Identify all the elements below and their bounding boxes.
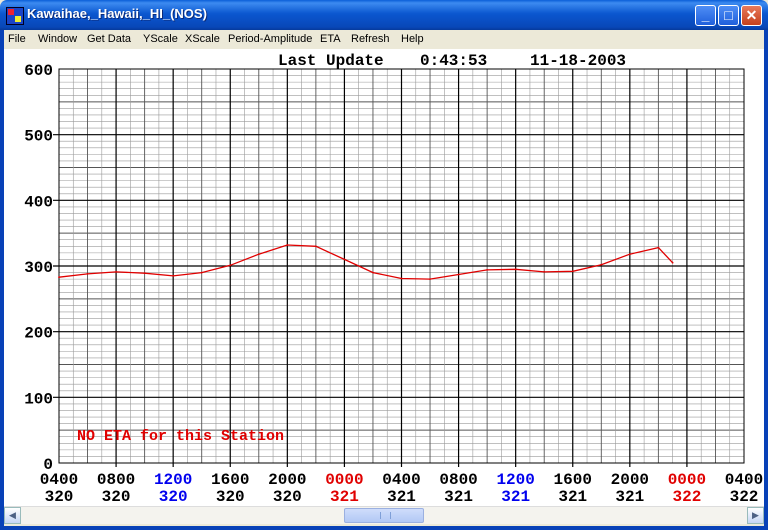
last-update-time: 0:43:53: [420, 52, 487, 70]
series-point: [315, 245, 317, 248]
series-point: [671, 261, 674, 264]
x-tick-time: 0800: [439, 471, 477, 489]
series-point: [172, 275, 175, 277]
x-tick-time: 2000: [268, 471, 306, 489]
x-tick-day: 320: [216, 488, 245, 506]
x-tick-time: 0400: [725, 471, 763, 489]
series-point: [514, 268, 517, 271]
series-point: [457, 273, 460, 276]
x-tick-day: 321: [501, 488, 530, 506]
series-point: [257, 253, 260, 256]
series-point: [286, 244, 289, 246]
series-point: [486, 269, 488, 271]
plot-border: [58, 68, 745, 464]
x-tick-time: 0000: [325, 471, 363, 489]
x-tick-time: 0800: [97, 471, 135, 489]
menu-file[interactable]: File: [8, 33, 26, 45]
x-tick-day: 321: [615, 488, 644, 506]
series-point: [372, 271, 374, 274]
menu-bar: File Window Get Data YScale XScale Perio…: [0, 30, 768, 49]
menu-refresh[interactable]: Refresh: [351, 33, 390, 45]
scroll-left-icon[interactable]: ◀: [4, 507, 21, 524]
series-point: [115, 271, 117, 273]
scroll-right-icon[interactable]: ▶: [747, 507, 764, 524]
x-tick-day: 320: [159, 488, 188, 506]
y-tick-label: 500: [24, 128, 53, 146]
menu-period-amplitude[interactable]: Period-Amplitude: [228, 33, 313, 45]
y-tick-label: 600: [24, 62, 53, 80]
app-icon: [6, 7, 24, 25]
menu-window[interactable]: Window: [38, 33, 78, 45]
menu-get-data[interactable]: Get Data: [87, 33, 132, 45]
series-point: [400, 277, 403, 280]
x-tick-day: 321: [387, 488, 416, 506]
series-point: [229, 264, 232, 267]
y-tick-label: 400: [24, 193, 53, 211]
menu-help[interactable]: Help: [401, 33, 424, 45]
x-tick-time: 0400: [382, 471, 420, 489]
x-tick-time: 2000: [611, 471, 649, 489]
y-tick-label: 0: [43, 456, 53, 474]
last-update-label: Last Update: [278, 52, 384, 70]
menu-eta[interactable]: ETA: [320, 33, 341, 45]
series-point: [600, 263, 603, 266]
maximize-button[interactable]: □: [718, 5, 739, 26]
y-tick-label: 100: [24, 390, 53, 408]
x-tick-time: 0400: [40, 471, 78, 489]
last-update-date: 11-18-2003: [530, 52, 626, 70]
window-frame-right: [764, 30, 768, 530]
scroll-thumb[interactable]: [344, 508, 424, 523]
grip-icon: [380, 512, 391, 519]
menu-xscale[interactable]: XScale: [185, 33, 220, 45]
minimize-button[interactable]: _: [695, 5, 716, 26]
series-point: [143, 272, 146, 275]
window-title: Kawaihae,_Hawaii,_HI_(NOS): [27, 6, 207, 21]
close-button[interactable]: ✕: [741, 5, 762, 26]
x-tick-day: 322: [673, 488, 702, 506]
series-point: [657, 246, 660, 249]
y-tick-label: 200: [24, 325, 53, 343]
chart-area: 0 100 200 300 400 500 600 0400 320 0800 320 1200 32…: [4, 49, 764, 506]
x-tick-time: 1600: [554, 471, 592, 489]
title-bar[interactable]: Kawaihae,_Hawaii,_HI_(NOS) _ □ ✕: [0, 0, 768, 30]
x-tick-day: 320: [273, 488, 302, 506]
x-axis-labels: 0400320080032012003201600320200032000003…: [40, 471, 763, 506]
x-tick-day: 320: [102, 488, 131, 506]
y-axis-labels: 0 100 200 300 400 500 600: [24, 62, 53, 474]
series-layer: [58, 244, 674, 280]
grid-major: [53, 69, 744, 467]
series-point: [200, 271, 203, 274]
series-point: [571, 270, 574, 273]
x-tick-day: 321: [558, 488, 587, 506]
series-line: [58, 244, 674, 280]
window-frame-left: [0, 30, 4, 530]
x-tick-day: 321: [444, 488, 473, 506]
x-tick-day: 321: [330, 488, 359, 506]
series-point: [86, 273, 89, 275]
series-point: [543, 271, 546, 273]
x-tick-time: 1200: [496, 471, 534, 489]
x-tick-time: 1200: [154, 471, 192, 489]
x-tick-time: 0000: [668, 471, 706, 489]
window-frame-bottom: [0, 526, 768, 530]
x-tick-time: 1600: [211, 471, 249, 489]
series-point: [58, 276, 60, 279]
series-point: [429, 278, 431, 280]
horizontal-scrollbar[interactable]: ◀ ▶: [4, 506, 764, 524]
x-tick-day: 322: [730, 488, 759, 506]
series-point: [343, 258, 346, 261]
y-tick-label: 300: [24, 259, 53, 277]
series-point: [628, 253, 631, 256]
x-tick-day: 320: [45, 488, 74, 506]
menu-yscale[interactable]: YScale: [143, 33, 178, 45]
no-eta-notice: NO ETA for this Station: [77, 428, 284, 445]
